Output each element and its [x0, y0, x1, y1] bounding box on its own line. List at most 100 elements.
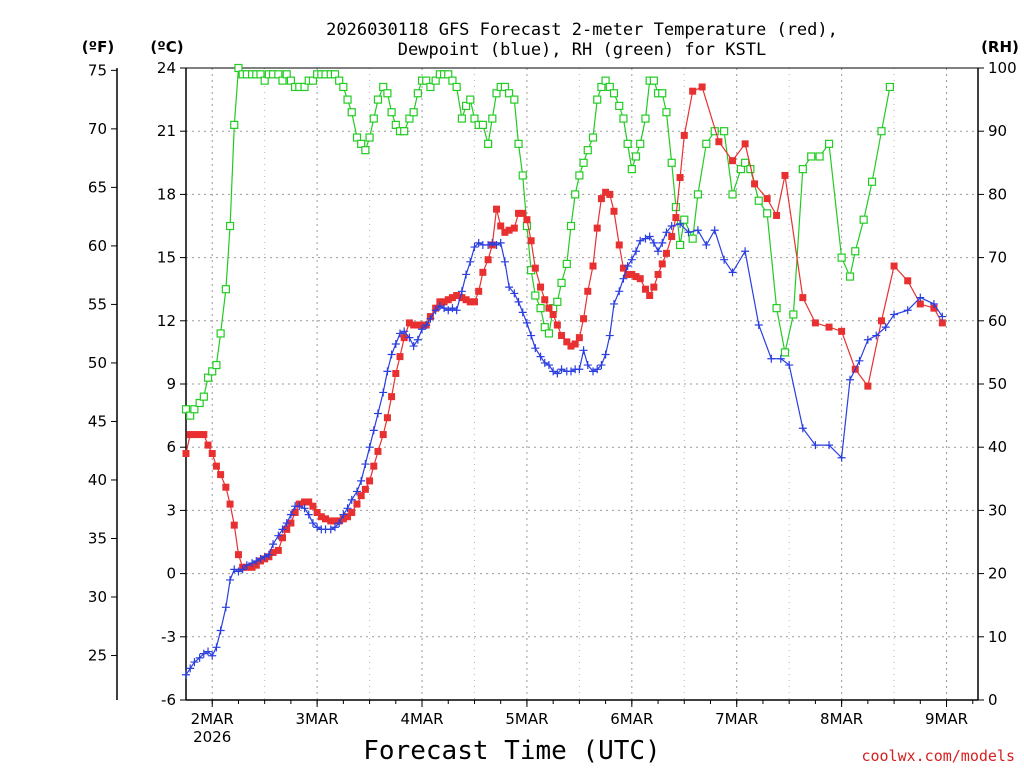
- rh-tick-label: 40: [988, 438, 1007, 456]
- chart-title-line-2: Dewpoint (blue), RH (green) for KSTL: [398, 40, 766, 60]
- celsius-tick-label: 9: [166, 375, 176, 393]
- dewpoint-point: [837, 453, 846, 462]
- rh-point: [208, 367, 217, 376]
- temperature-point: [799, 294, 807, 302]
- rh-point: [631, 152, 641, 161]
- dewpoint-point: [579, 346, 588, 355]
- rh-point: [736, 165, 746, 174]
- dewpoint-point: [418, 325, 427, 334]
- temperature-point: [348, 509, 356, 517]
- fahrenheit-tick-label: 55: [88, 295, 107, 313]
- rh-series: [181, 63, 894, 420]
- rh-point: [361, 146, 370, 155]
- dewpoint-point: [890, 310, 899, 319]
- temperature-point: [331, 517, 339, 525]
- dewpoint-point: [846, 375, 855, 384]
- fahrenheit-tick-label: 45: [88, 412, 107, 430]
- rh-point: [225, 221, 235, 231]
- temperature-point: [811, 319, 819, 327]
- temperature-point: [309, 502, 317, 510]
- rh-point: [859, 215, 868, 224]
- rh-point: [851, 247, 860, 256]
- rh-point: [658, 89, 667, 98]
- rh-unit-label: (RH): [981, 38, 1019, 56]
- temperature-point: [313, 509, 321, 517]
- dewpoint-point: [295, 502, 304, 511]
- dewpoint-point: [440, 304, 449, 313]
- dewpoint-point: [496, 238, 505, 247]
- temperature-point: [493, 205, 501, 213]
- rh-point: [461, 101, 471, 111]
- temperature-point: [222, 483, 230, 491]
- x-axis-title: Forecast Time (UTC): [363, 736, 660, 766]
- dewpoint-point: [641, 234, 650, 243]
- rh-point: [675, 240, 685, 250]
- dewpoint-point: [269, 540, 278, 549]
- rh-point: [383, 89, 392, 98]
- rh-point: [234, 63, 243, 73]
- dewpoint-point: [510, 289, 519, 298]
- dewpoint-point: [252, 556, 261, 565]
- rh-point: [221, 285, 230, 294]
- dewpoint-point: [619, 274, 628, 283]
- rh-point: [400, 127, 409, 136]
- rh-point: [562, 259, 571, 269]
- dewpoint-point: [452, 306, 461, 315]
- dewpoint-point: [444, 306, 453, 315]
- temperature-point: [632, 273, 640, 281]
- dewpoint-point: [204, 647, 213, 656]
- temperature-point: [396, 353, 404, 361]
- rh-tick-label: 20: [988, 565, 1007, 583]
- temperature-point: [545, 304, 553, 312]
- rh-point: [339, 82, 348, 92]
- tick-labels: -6 -3 0 3 6 9 12 15 18 21 24 25 30 35 40 45 50 55 60 65 70 75…: [88, 59, 1017, 746]
- temperature-point: [501, 228, 509, 236]
- rh-point: [845, 272, 855, 281]
- fahrenheit-tick-label: 65: [88, 178, 107, 196]
- dewpoint-point: [190, 658, 199, 667]
- dewpoint-point: [286, 510, 295, 519]
- dewpoint-line: [185, 223, 943, 676]
- rh-tick-label: 100: [988, 59, 1017, 77]
- rh-point: [728, 190, 737, 199]
- rh-point: [671, 202, 680, 212]
- temperature-point: [436, 298, 444, 306]
- dewpoint-point: [387, 350, 396, 359]
- dewpoint-point: [527, 331, 536, 340]
- temperature-point: [190, 431, 198, 439]
- temperature-point: [715, 138, 723, 146]
- rh-tick-label: 90: [988, 122, 1007, 140]
- fahrenheit-tick-label: 30: [88, 588, 107, 606]
- rh-point: [365, 133, 374, 142]
- dewpoint-point: [361, 460, 370, 469]
- rh-point: [627, 165, 636, 174]
- dewpoint-point: [667, 222, 676, 230]
- rh-point: [448, 76, 457, 85]
- rh-point: [601, 76, 610, 85]
- temperature-point: [182, 450, 190, 458]
- temperature-point: [537, 283, 545, 291]
- temperature-point: [317, 513, 325, 521]
- dewpoint-point: [531, 344, 540, 353]
- temperature-point: [458, 294, 466, 302]
- rh-point: [478, 120, 487, 129]
- rh-point: [623, 139, 632, 148]
- rh-point: [260, 76, 269, 85]
- temperature-point: [287, 519, 295, 527]
- temperature-point: [584, 287, 592, 295]
- dewpoint-point: [605, 331, 614, 340]
- fahrenheit-tick-label: 25: [88, 647, 107, 665]
- temperature-point: [405, 319, 413, 327]
- temperature-point: [636, 275, 644, 283]
- rh-point: [405, 114, 414, 123]
- temperature-point: [291, 509, 299, 517]
- rh-point: [387, 108, 396, 117]
- dewpoint-point: [413, 335, 422, 344]
- rh-point: [609, 89, 619, 98]
- dewpoint-point: [484, 240, 493, 249]
- rh-point: [308, 76, 318, 85]
- dewpoint-point: [583, 361, 592, 370]
- dewpoint-point: [373, 409, 382, 418]
- temperature-point: [602, 188, 610, 196]
